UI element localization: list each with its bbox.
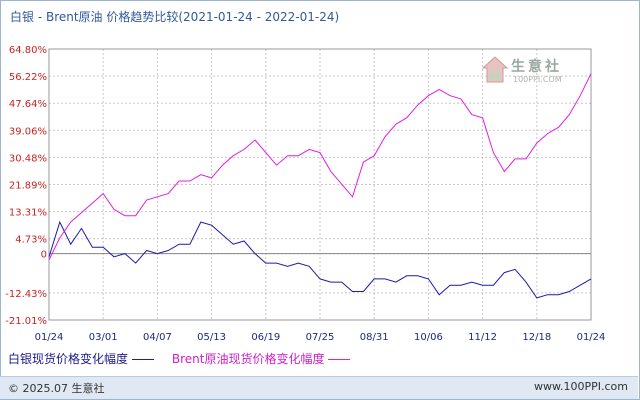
footer-site-link[interactable]: www.100PPI.com — [534, 380, 628, 393]
watermark-sub: 100PPI.COM — [513, 75, 562, 84]
silver-series-line — [48, 220, 592, 299]
x-tick-label: 12/18 — [522, 332, 551, 343]
y-tick-label: 47.64% — [9, 99, 47, 110]
y-tick-label: 64.80% — [9, 45, 47, 56]
chart-title: 白银 - Brent原油 价格趋势比较(2021-01-24 - 2022-01… — [10, 10, 340, 24]
y-tick-label: 4.73% — [15, 235, 47, 246]
y-tick-label: 0 — [41, 250, 47, 261]
y-tick-label: 13.31% — [9, 208, 47, 219]
x-tick-label: 08/31 — [360, 332, 389, 343]
plot-border — [48, 48, 592, 321]
legend-label-silver: 白银现货价格变化幅度 — [8, 352, 129, 366]
y-tick-label: 56.22% — [9, 72, 47, 83]
x-tick-label: 03/01 — [89, 332, 118, 343]
legend-swatch-brent — [328, 359, 351, 360]
legend-label-brent: Brent原油现货价格变化幅度 — [171, 352, 325, 366]
watermark-brand: 生意社 — [511, 59, 562, 75]
legend-item-brent: Brent原油现货价格变化幅度 — [172, 352, 351, 366]
x-tick-label: 04/07 — [143, 332, 172, 343]
y-tick-label: 21.89% — [9, 181, 47, 192]
y-tick-label: -21.01% — [5, 316, 47, 327]
y-tick-label: 39.06% — [9, 126, 47, 137]
x-tick-label: 01/24 — [35, 332, 64, 343]
x-tick-label: 11/12 — [468, 332, 497, 343]
x-tick-label: 06/19 — [251, 332, 280, 343]
chart-legend: 白银现货价格变化幅度 Brent原油现货价格变化幅度 — [8, 350, 364, 367]
footer-bar: © 2025.07 生意社 www.100PPI.com — [0, 376, 638, 399]
x-tick-label: 05/13 — [197, 332, 226, 343]
x-tick-label: 07/25 — [306, 332, 335, 343]
y-tick-label: 30.48% — [9, 153, 47, 164]
y-tick-label: -12.43% — [5, 289, 47, 300]
x-tick-label: 01/24 — [577, 332, 606, 343]
x-tick-label: 10/06 — [414, 332, 443, 343]
legend-swatch-silver — [132, 359, 155, 360]
brent-series-line — [48, 73, 592, 261]
footer-copyright: © 2025.07 生意社 — [8, 382, 105, 395]
legend-item-silver: 白银现货价格变化幅度 — [8, 352, 158, 366]
